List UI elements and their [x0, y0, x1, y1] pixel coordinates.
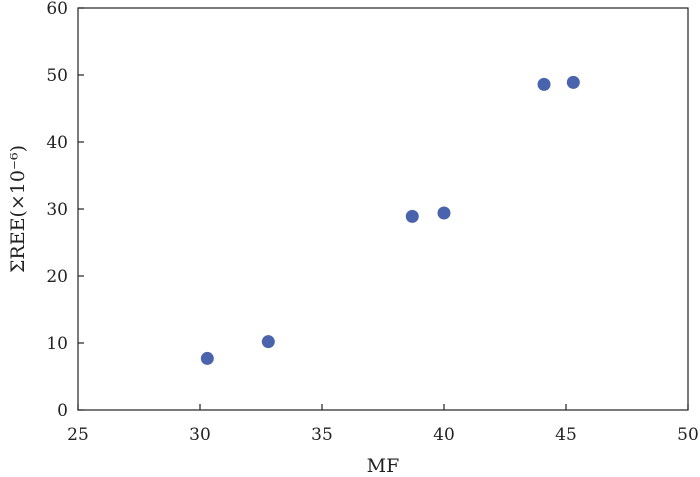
x-tick-label: 45 — [555, 425, 577, 445]
y-tick-label: 60 — [46, 0, 68, 19]
x-tick-label: 35 — [311, 425, 333, 445]
x-tick-label: 50 — [677, 425, 699, 445]
data-point — [405, 209, 419, 223]
y-tick-label: 0 — [57, 401, 68, 421]
data-point — [537, 77, 551, 91]
y-tick-label: 10 — [46, 334, 68, 354]
y-tick-label: 40 — [46, 133, 68, 153]
data-point — [261, 335, 275, 349]
data-point — [566, 75, 580, 89]
x-tick-label: 30 — [189, 425, 211, 445]
x-axis-ticks: 25 30 35 40 45 50 — [67, 404, 699, 445]
x-tick-label: 25 — [67, 425, 89, 445]
y-tick-label: 30 — [46, 200, 68, 220]
plot-frame — [77, 7, 689, 411]
x-tick-label: 40 — [433, 425, 455, 445]
y-axis-title: ΣREE(×10⁻⁶) — [7, 145, 29, 273]
axes — [77, 7, 689, 411]
x-axis-title: MF — [367, 455, 400, 477]
y-tick-label: 20 — [46, 267, 68, 287]
y-tick-label: 50 — [46, 66, 68, 86]
data-points — [200, 75, 580, 365]
data-point — [200, 351, 214, 365]
y-axis-ticks: 0 10 20 30 40 50 60 — [46, 0, 84, 421]
data-point — [437, 206, 451, 220]
